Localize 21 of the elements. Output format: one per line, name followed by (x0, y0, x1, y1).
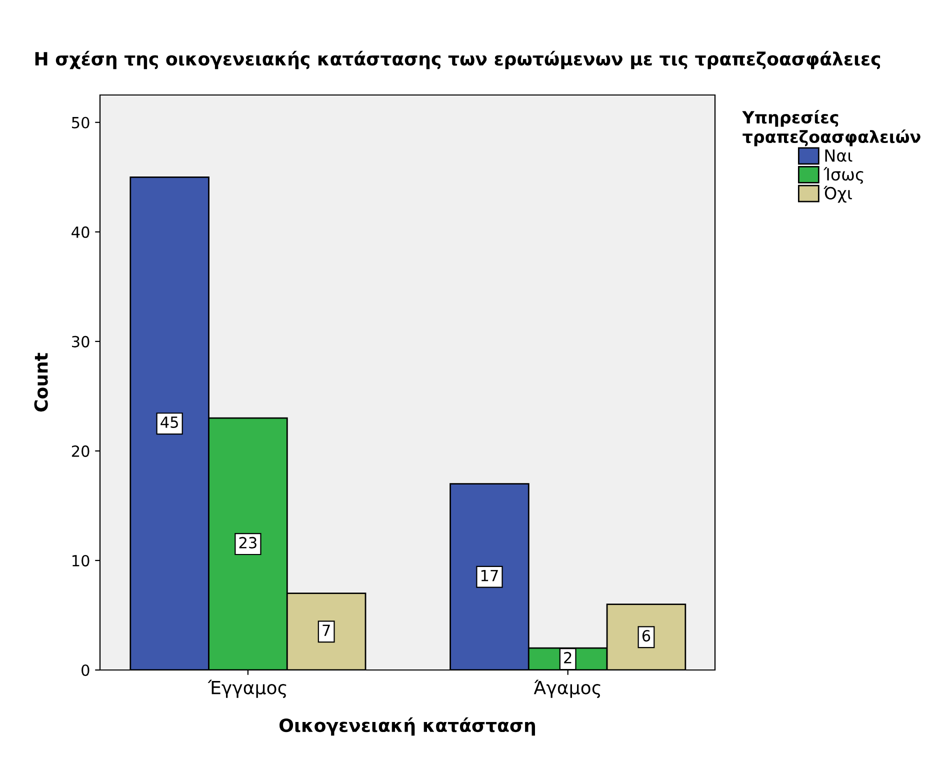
x-tick-label: Άγαμος (534, 680, 600, 698)
x-tick-label: Έγγαμος (208, 680, 286, 698)
x-axis-title: Οικογενειακή κατάσταση (280, 717, 535, 736)
y-tick-label: 0 (82, 664, 90, 676)
y-tick-label: 10 (72, 554, 90, 566)
legend-label: Όχι (824, 186, 852, 203)
y-axis-title: Count (34, 352, 48, 412)
data-label: 17 (481, 570, 498, 582)
data-label: 45 (160, 416, 178, 428)
y-tick-label: 30 (72, 336, 90, 348)
legend-label: Ίσως (824, 167, 864, 184)
data-label: 2 (564, 652, 572, 664)
y-tick-label: 20 (72, 445, 90, 457)
data-label: 6 (642, 630, 650, 642)
legend-title: Υπηρεσίες τραπεζοασφαλειών (742, 110, 920, 146)
data-label: 23 (239, 536, 256, 548)
data-label: 7 (322, 624, 330, 636)
y-tick-label: 40 (72, 226, 90, 238)
chart-title: Η σχέση της οικογενειακής κατάστασης των ερωτώμενων με τις τραπεζοασφάλειες (35, 50, 880, 70)
y-tick-label: 50 (72, 116, 90, 128)
legend-label: Ναι (825, 149, 852, 162)
